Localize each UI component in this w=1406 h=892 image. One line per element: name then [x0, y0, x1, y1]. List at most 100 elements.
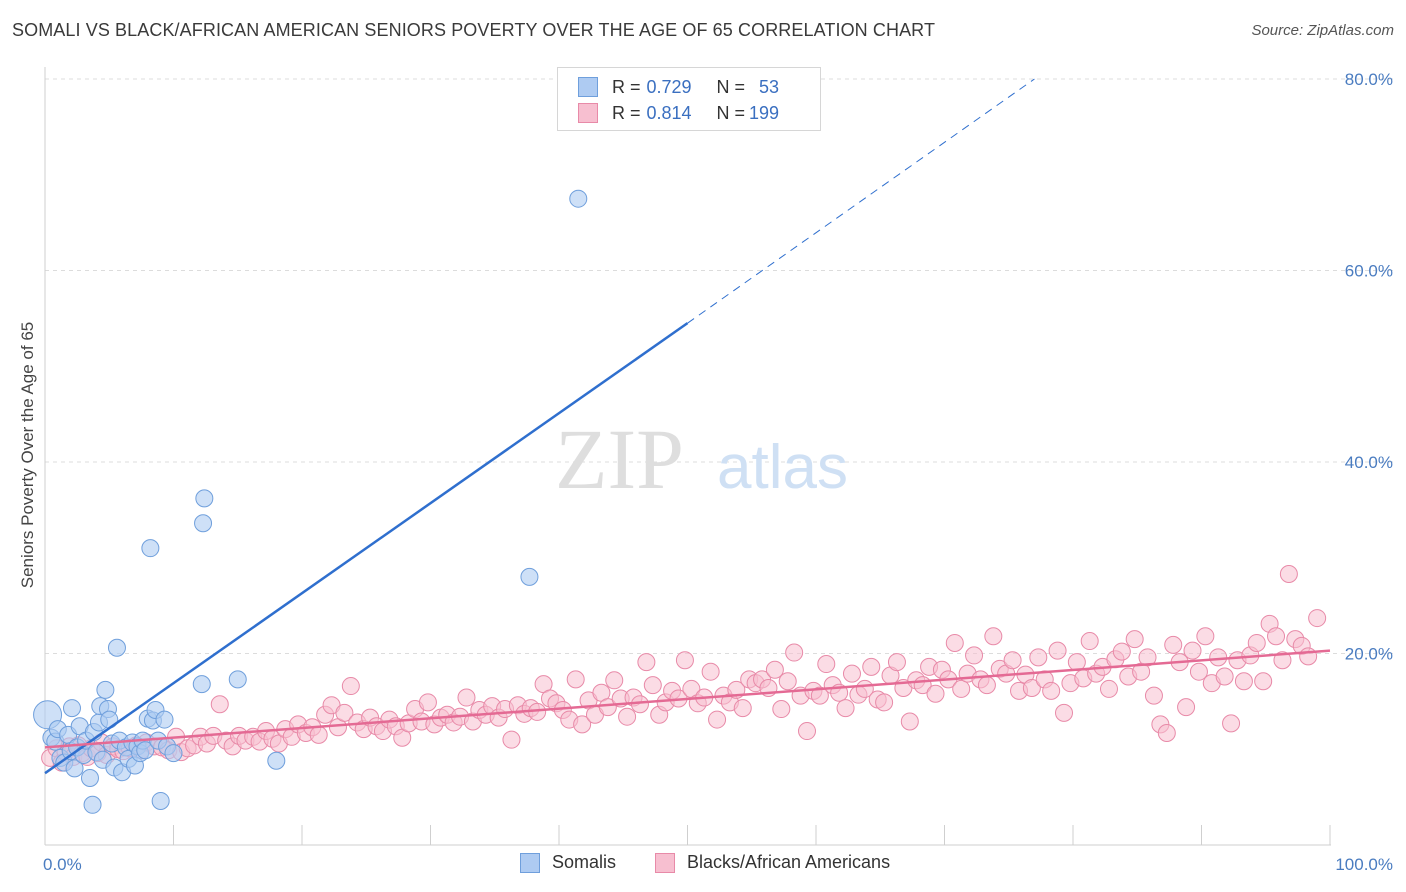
point-blacks [1144, 686, 1163, 705]
point-somalis [569, 189, 588, 208]
point-blacks [1299, 647, 1318, 666]
point-somalis [62, 699, 81, 718]
point-somalis [228, 670, 247, 689]
point-blacks [1125, 630, 1144, 649]
point-blacks [875, 693, 894, 712]
point-blacks [1308, 609, 1327, 628]
point-blacks [952, 679, 971, 698]
chart-title: SOMALI VS BLACK/AFRICAN AMERICAN SENIORS… [12, 20, 936, 40]
series-somalis-points [33, 189, 588, 814]
legend-r-value: 0.729 [646, 76, 692, 97]
legend-swatch-blacks [655, 852, 675, 873]
legend-n-value: 53 [759, 76, 780, 97]
point-blacks [335, 703, 354, 722]
point-somalis [192, 675, 211, 694]
point-somalis [96, 680, 115, 699]
point-blacks [1189, 662, 1208, 681]
legend-item-blacks: Blacks/African Americans [655, 852, 890, 873]
point-blacks [418, 693, 437, 712]
point-blacks [772, 700, 791, 719]
legend-n-label: N = [716, 76, 746, 97]
point-blacks [945, 633, 964, 652]
watermark-zip: ZIP [555, 411, 684, 507]
point-blacks [1183, 641, 1202, 660]
point-blacks [817, 655, 836, 674]
point-blacks [785, 643, 804, 662]
point-blacks [887, 653, 906, 672]
point-blacks [842, 664, 861, 683]
point-somalis [83, 795, 102, 814]
legend-r-label: R = [612, 102, 641, 123]
point-blacks [341, 677, 360, 696]
point-blacks [862, 657, 881, 676]
x-tick-label: 0.0% [43, 855, 82, 874]
point-blacks [1003, 651, 1022, 670]
point-blacks [675, 651, 694, 670]
point-somalis [65, 759, 84, 778]
point-blacks [598, 698, 617, 717]
point-blacks [605, 671, 624, 690]
legend-swatch-somalis [578, 77, 598, 97]
point-blacks [1234, 672, 1253, 691]
gridlines [45, 78, 1395, 654]
series-blacks-points [41, 565, 1327, 772]
point-blacks [926, 684, 945, 703]
legend-swatch-somalis [520, 852, 540, 873]
point-blacks [1273, 651, 1292, 670]
watermark-atlas: atlas [717, 433, 848, 502]
point-blacks [643, 676, 662, 695]
point-blacks [984, 627, 1003, 646]
point-blacks [1254, 672, 1273, 691]
point-blacks [502, 730, 521, 749]
tick-labels: 20.0% 40.0% 60.0% 80.0% 0.0% 100.0% [43, 70, 1393, 874]
point-blacks [765, 660, 784, 679]
point-somalis [267, 751, 286, 770]
point-blacks [573, 715, 592, 734]
legend-row-somalis: R = 0.729 N = 53 [578, 75, 779, 99]
point-somalis [194, 514, 213, 533]
point-somalis [107, 638, 126, 657]
y-tick-label: 60.0% [1345, 262, 1393, 281]
point-blacks [977, 676, 996, 695]
point-blacks [1247, 633, 1266, 652]
series-legend: Somalis Blacks/African Americans [0, 852, 1406, 876]
point-somalis [136, 741, 155, 760]
trend-lines [44, 78, 1331, 775]
point-blacks [1048, 641, 1067, 660]
point-blacks [309, 725, 328, 744]
point-blacks [965, 646, 984, 665]
legend-swatch-blacks [578, 103, 598, 123]
x-tick-label: 100.0% [1335, 855, 1393, 874]
point-blacks [1267, 627, 1286, 646]
point-blacks [1222, 714, 1241, 733]
point-somalis [80, 768, 99, 787]
point-blacks [733, 699, 752, 718]
legend-r-label: R = [612, 76, 641, 97]
point-blacks [1279, 565, 1298, 584]
legend-n-label: N = [716, 102, 746, 123]
point-blacks [1112, 642, 1131, 661]
point-blacks [810, 686, 829, 705]
watermark: ZIP atlas [555, 411, 848, 507]
point-somalis [164, 744, 183, 763]
legend-item-somalis: Somalis [520, 852, 616, 873]
legend-label-somalis: Somalis [552, 852, 617, 872]
legend-label-blacks: Blacks/African Americans [687, 852, 891, 872]
point-blacks [836, 699, 855, 718]
trend-line-somalis [44, 322, 689, 775]
legend-row-blacks: R = 0.814 N = 199 [578, 101, 779, 125]
point-blacks [1209, 648, 1228, 667]
point-blacks [1022, 678, 1041, 697]
y-tick-label: 80.0% [1345, 70, 1393, 89]
point-blacks [210, 695, 229, 714]
point-somalis [155, 710, 174, 729]
point-somalis [520, 567, 539, 586]
trend-line-blacks [44, 649, 1331, 749]
legend-r-value: 0.814 [646, 102, 692, 123]
point-blacks [1055, 703, 1074, 722]
point-blacks [637, 653, 656, 672]
y-tick-label: 40.0% [1345, 453, 1393, 472]
point-blacks [798, 722, 817, 741]
point-blacks [1164, 635, 1183, 654]
point-somalis [195, 489, 214, 508]
